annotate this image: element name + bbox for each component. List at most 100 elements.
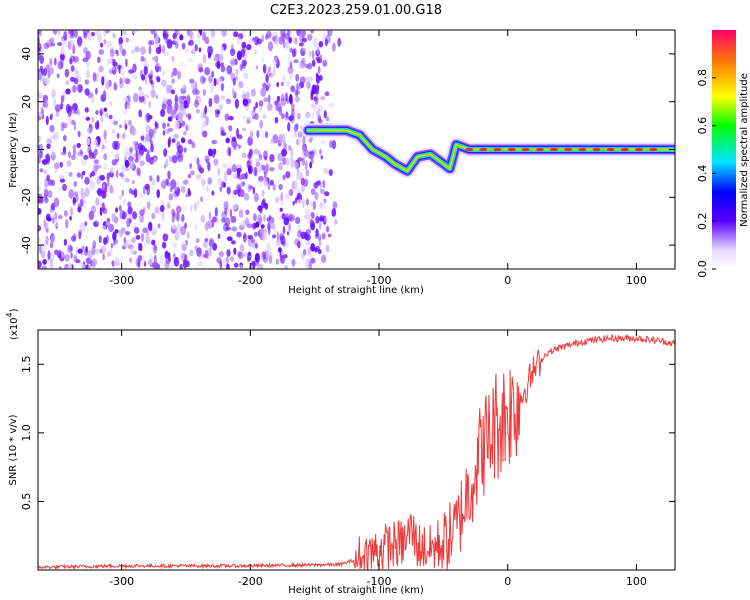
noise-speck [321, 232, 326, 240]
noise-speck [296, 30, 302, 37]
noise-speck [96, 220, 102, 226]
noise-speck [139, 243, 143, 252]
noise-speck [328, 102, 335, 108]
noise-speck [228, 116, 234, 121]
noise-speck [171, 106, 176, 112]
noise-speck [237, 134, 243, 140]
track-peak [606, 147, 615, 152]
noise-speck [99, 110, 103, 117]
noise-speck [276, 238, 281, 247]
noise-speck [93, 148, 98, 155]
noise-speck [310, 188, 316, 195]
noise-speck [249, 264, 253, 269]
noise-speck [99, 206, 103, 216]
noise-speck [262, 129, 268, 139]
noise-speck [258, 100, 264, 107]
track-peak [465, 147, 474, 152]
y-tick-label: 20 [20, 95, 33, 109]
noise-speck [179, 101, 184, 112]
noise-speck [43, 169, 48, 175]
noise-speck [143, 241, 147, 248]
noise-speck [43, 67, 48, 77]
noise-speck [93, 138, 98, 147]
noise-speck [50, 113, 54, 118]
noise-speck [180, 225, 187, 236]
noise-speck [60, 59, 64, 69]
noise-speck [248, 151, 252, 159]
noise-speck [229, 256, 235, 262]
noise-speck [69, 76, 76, 82]
noise-speck [256, 38, 263, 45]
noise-speck [181, 185, 186, 194]
noise-speck [319, 181, 323, 192]
noise-speck [254, 166, 258, 177]
noise-speck [109, 48, 115, 58]
noise-speck [301, 145, 307, 154]
noise-speck [53, 197, 60, 208]
noise-speck [185, 193, 190, 198]
noise-speck [310, 243, 316, 252]
noise-speck [170, 179, 177, 190]
noise-speck [50, 235, 56, 245]
noise-speck [202, 88, 206, 96]
noise-speck [103, 129, 107, 140]
noise-speck [147, 114, 152, 121]
x-tick-label: 100 [626, 575, 647, 588]
noise-speck [237, 251, 244, 260]
noise-speck [119, 124, 122, 129]
noise-speck [47, 250, 51, 261]
noise-speck [138, 90, 144, 97]
x-tick-label: -300 [109, 274, 134, 287]
noise-speck [150, 140, 153, 146]
noise-speck [133, 188, 138, 199]
noise-speck [200, 214, 206, 223]
noise-speck [92, 240, 97, 249]
noise-speck [241, 127, 247, 132]
x-tick-label: -100 [367, 274, 392, 287]
noise-speck [186, 103, 190, 109]
noise-speck [264, 155, 268, 161]
noise-speck [296, 170, 303, 181]
noise-speck [145, 133, 150, 142]
noise-speck [208, 148, 213, 157]
noise-speck [143, 94, 150, 99]
noise-speck [276, 95, 281, 102]
noise-speck [174, 37, 180, 44]
noise-speck [296, 82, 299, 90]
noise-speck [322, 60, 328, 67]
noise-speck [297, 240, 301, 249]
noise-speck [240, 219, 245, 228]
noise-speck [79, 148, 83, 155]
noise-speck [68, 172, 73, 177]
noise-speck [71, 235, 76, 242]
noise-speck [183, 205, 187, 212]
noise-speck [246, 159, 253, 166]
noise-speck [86, 32, 92, 41]
noise-speck [202, 76, 206, 83]
noise-speck [140, 135, 145, 141]
noise-speck [141, 74, 146, 81]
noise-speck [38, 52, 42, 61]
noise-speck [46, 227, 49, 234]
noise-speck [98, 235, 102, 244]
noise-speck [85, 50, 91, 60]
noise-speck [243, 232, 246, 239]
noise-speck [278, 215, 282, 221]
noise-speck [122, 211, 127, 220]
noise-speck [221, 30, 227, 37]
noise-speck [76, 143, 81, 148]
noise-speck [191, 142, 196, 149]
noise-speck [146, 238, 152, 245]
noise-speck [162, 122, 166, 130]
noise-speck [38, 156, 42, 164]
noise-speck [148, 100, 152, 109]
noise-speck [195, 175, 202, 180]
noise-speck [247, 235, 254, 240]
noise-speck [173, 190, 180, 198]
noise-speck [39, 107, 45, 116]
noise-speck [134, 142, 140, 153]
noise-speck [218, 251, 225, 258]
noise-speck [113, 120, 119, 125]
noise-speck [216, 61, 221, 69]
